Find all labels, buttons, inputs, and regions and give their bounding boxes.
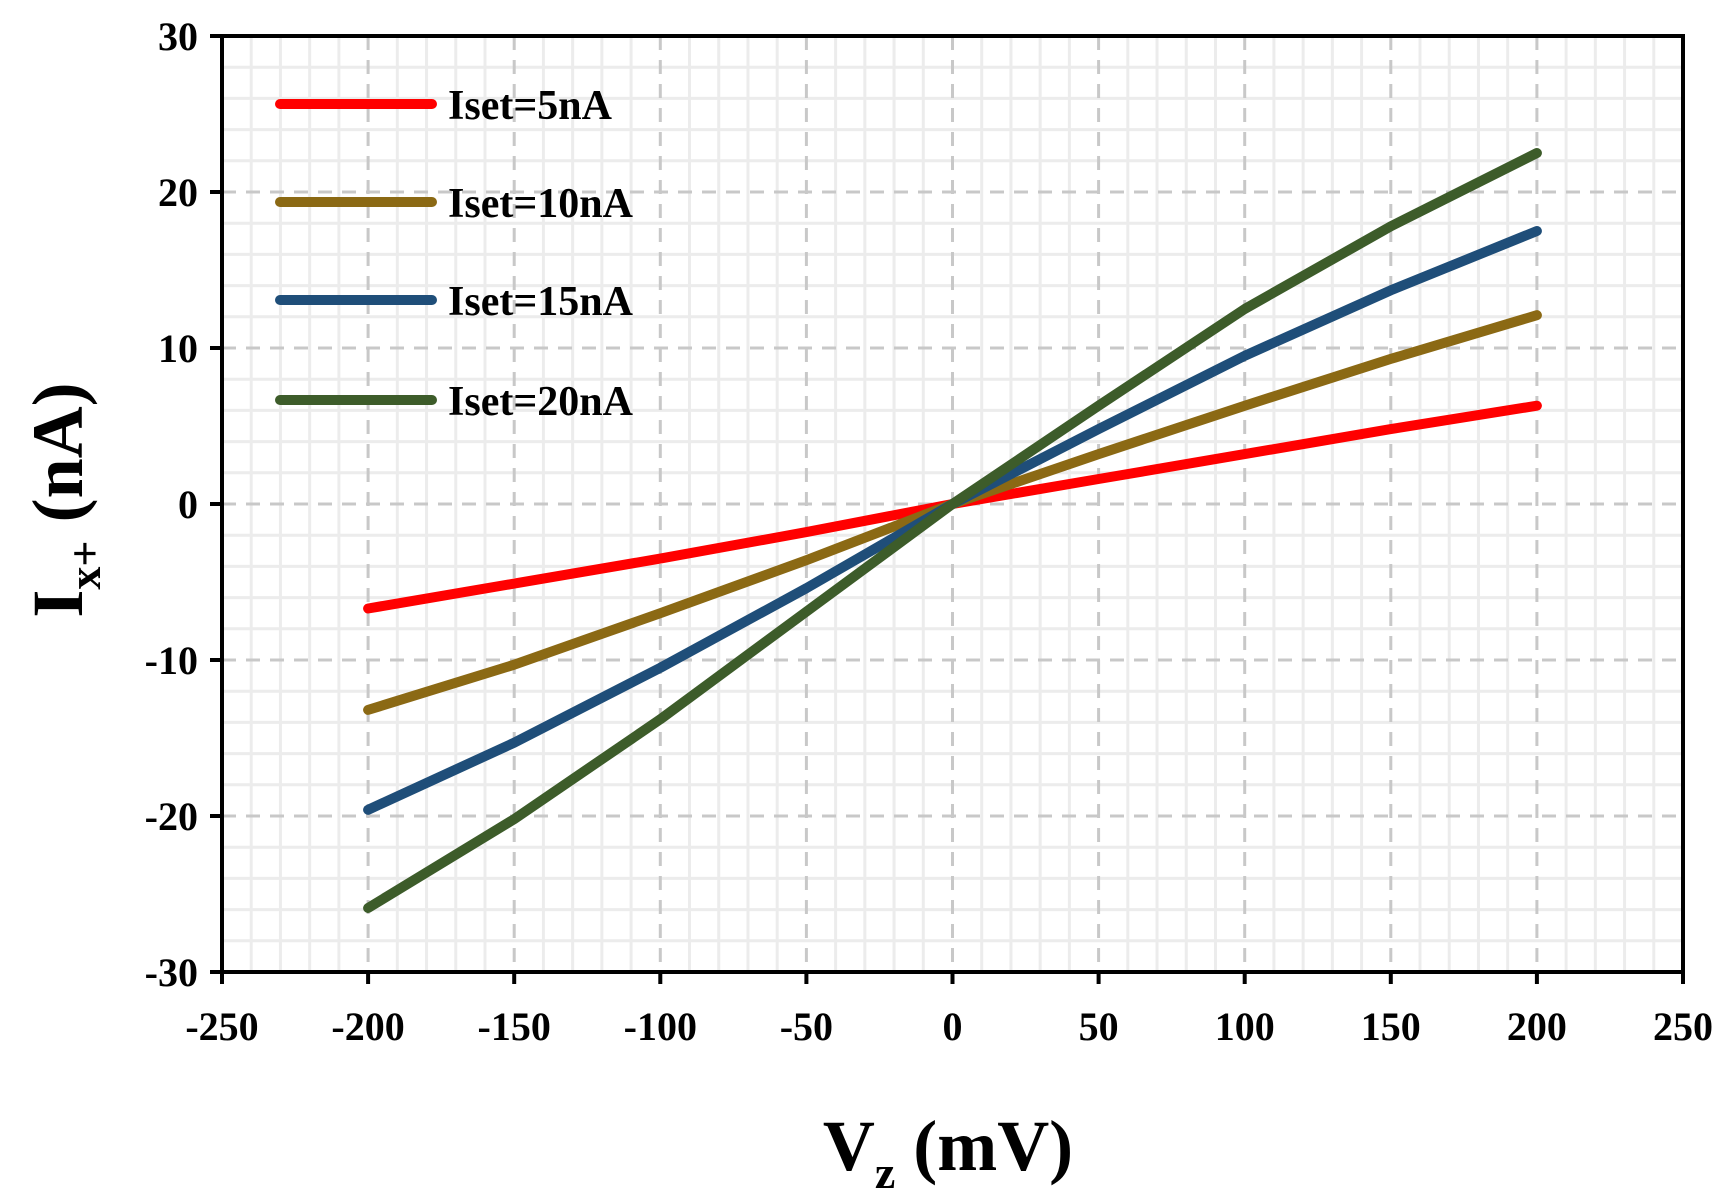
legend-label-1: Iset=10nA [448,181,634,227]
y-axis-title-unit: (nA) [18,382,98,522]
y-tick-label: -20 [145,794,198,839]
x-tick-label: 200 [1507,1004,1567,1049]
x-tick-label: -250 [185,1004,258,1049]
y-axis-title-sub: x+ [59,540,110,589]
y-tick-label: 0 [178,482,198,527]
x-tick-label: 250 [1653,1004,1713,1049]
x-axis-title-sub: z [875,1147,895,1192]
x-tick-label: -200 [331,1004,404,1049]
axis-ticks [210,34,1685,984]
x-tick-label: -50 [780,1004,833,1049]
y-axis-title-main: I [18,590,98,618]
x-tick-label: 50 [1079,1004,1119,1049]
x-axis-title: Vz (mV) [823,1106,1073,1192]
y-tick-label: -10 [145,638,198,683]
y-tick-label: 10 [158,326,198,371]
legend-label-2: Iset=15nA [448,279,634,325]
legend: Iset=5nA Iset=10nA Iset=15nA Iset=20nA [275,83,634,425]
y-tick-label: 20 [158,170,198,215]
x-axis-tick-labels: -250 -200 -150 -100 -50 0 50 100 150 200 250 [185,1004,1713,1049]
series-line-3 [363,148,1542,913]
legend-label-0: Iset=5nA [448,83,613,129]
x-tick-label: -100 [624,1004,697,1049]
y-tick-label: -30 [145,950,198,995]
series-lines [363,148,1542,913]
legend-label-3: Iset=20nA [448,379,634,425]
x-tick-label: 150 [1361,1004,1421,1049]
x-tick-label: -150 [478,1004,551,1049]
x-axis-title-unit: (mV) [913,1106,1073,1186]
x-tick-label: 100 [1215,1004,1275,1049]
x-axis-title-main: V [823,1106,875,1186]
y-axis-tick-labels: -30 -20 -10 0 10 20 30 [145,14,198,995]
y-axis-title: Ix+ (nA) [18,382,110,617]
y-tick-label: 30 [158,14,198,59]
x-tick-label: 0 [943,1004,963,1049]
